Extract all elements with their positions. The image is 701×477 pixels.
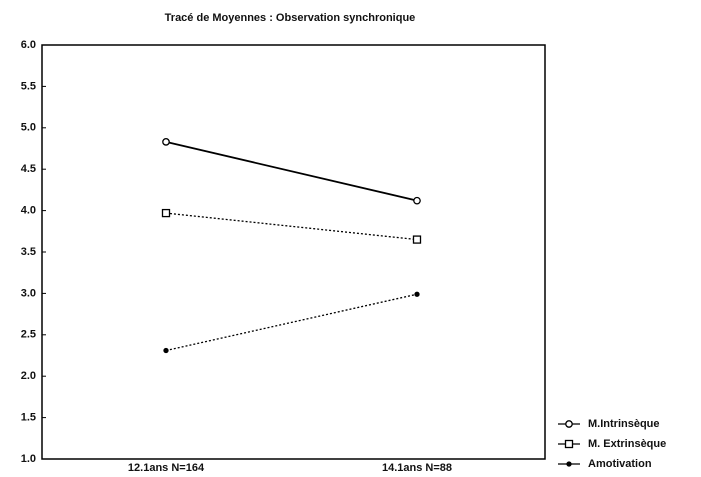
legend-label: Amotivation (588, 458, 652, 470)
data-point (163, 347, 169, 354)
chart-title: Tracé de Moyennes : Observation synchron… (165, 12, 416, 24)
legend-marker (566, 461, 572, 467)
x-tick-label: 14.1ans N=88 (382, 462, 452, 474)
y-tick-label: 1.5 (21, 412, 36, 424)
legend-marker (564, 439, 574, 449)
data-point (161, 208, 171, 218)
y-tick-label: 3.5 (21, 246, 36, 258)
data-point (162, 138, 170, 146)
y-tick-label: 6.0 (21, 39, 36, 51)
y-tick-label: 5.0 (21, 122, 36, 134)
y-tick-label: 4.0 (21, 205, 36, 217)
plot-frame (41, 44, 546, 460)
data-point (413, 196, 421, 205)
x-tick-label: 12.1ans N=164 (128, 462, 205, 474)
data-point (412, 235, 422, 244)
y-tick-label: 1.0 (21, 453, 36, 465)
legend-label: M.Intrinsèque (588, 418, 660, 430)
legend-label: M. Extrinsèque (588, 438, 666, 450)
y-tick-label: 4.5 (21, 163, 36, 175)
y-tick-label: 2.0 (21, 370, 36, 382)
series-line (165, 140, 418, 202)
y-tick-label: 5.5 (21, 80, 36, 92)
series-line (165, 293, 418, 352)
legend-marker (565, 420, 573, 428)
y-tick-label: 2.5 (21, 329, 36, 341)
y-tick-label: 3.0 (21, 287, 36, 299)
series-line (165, 212, 418, 241)
data-point (414, 291, 420, 297)
